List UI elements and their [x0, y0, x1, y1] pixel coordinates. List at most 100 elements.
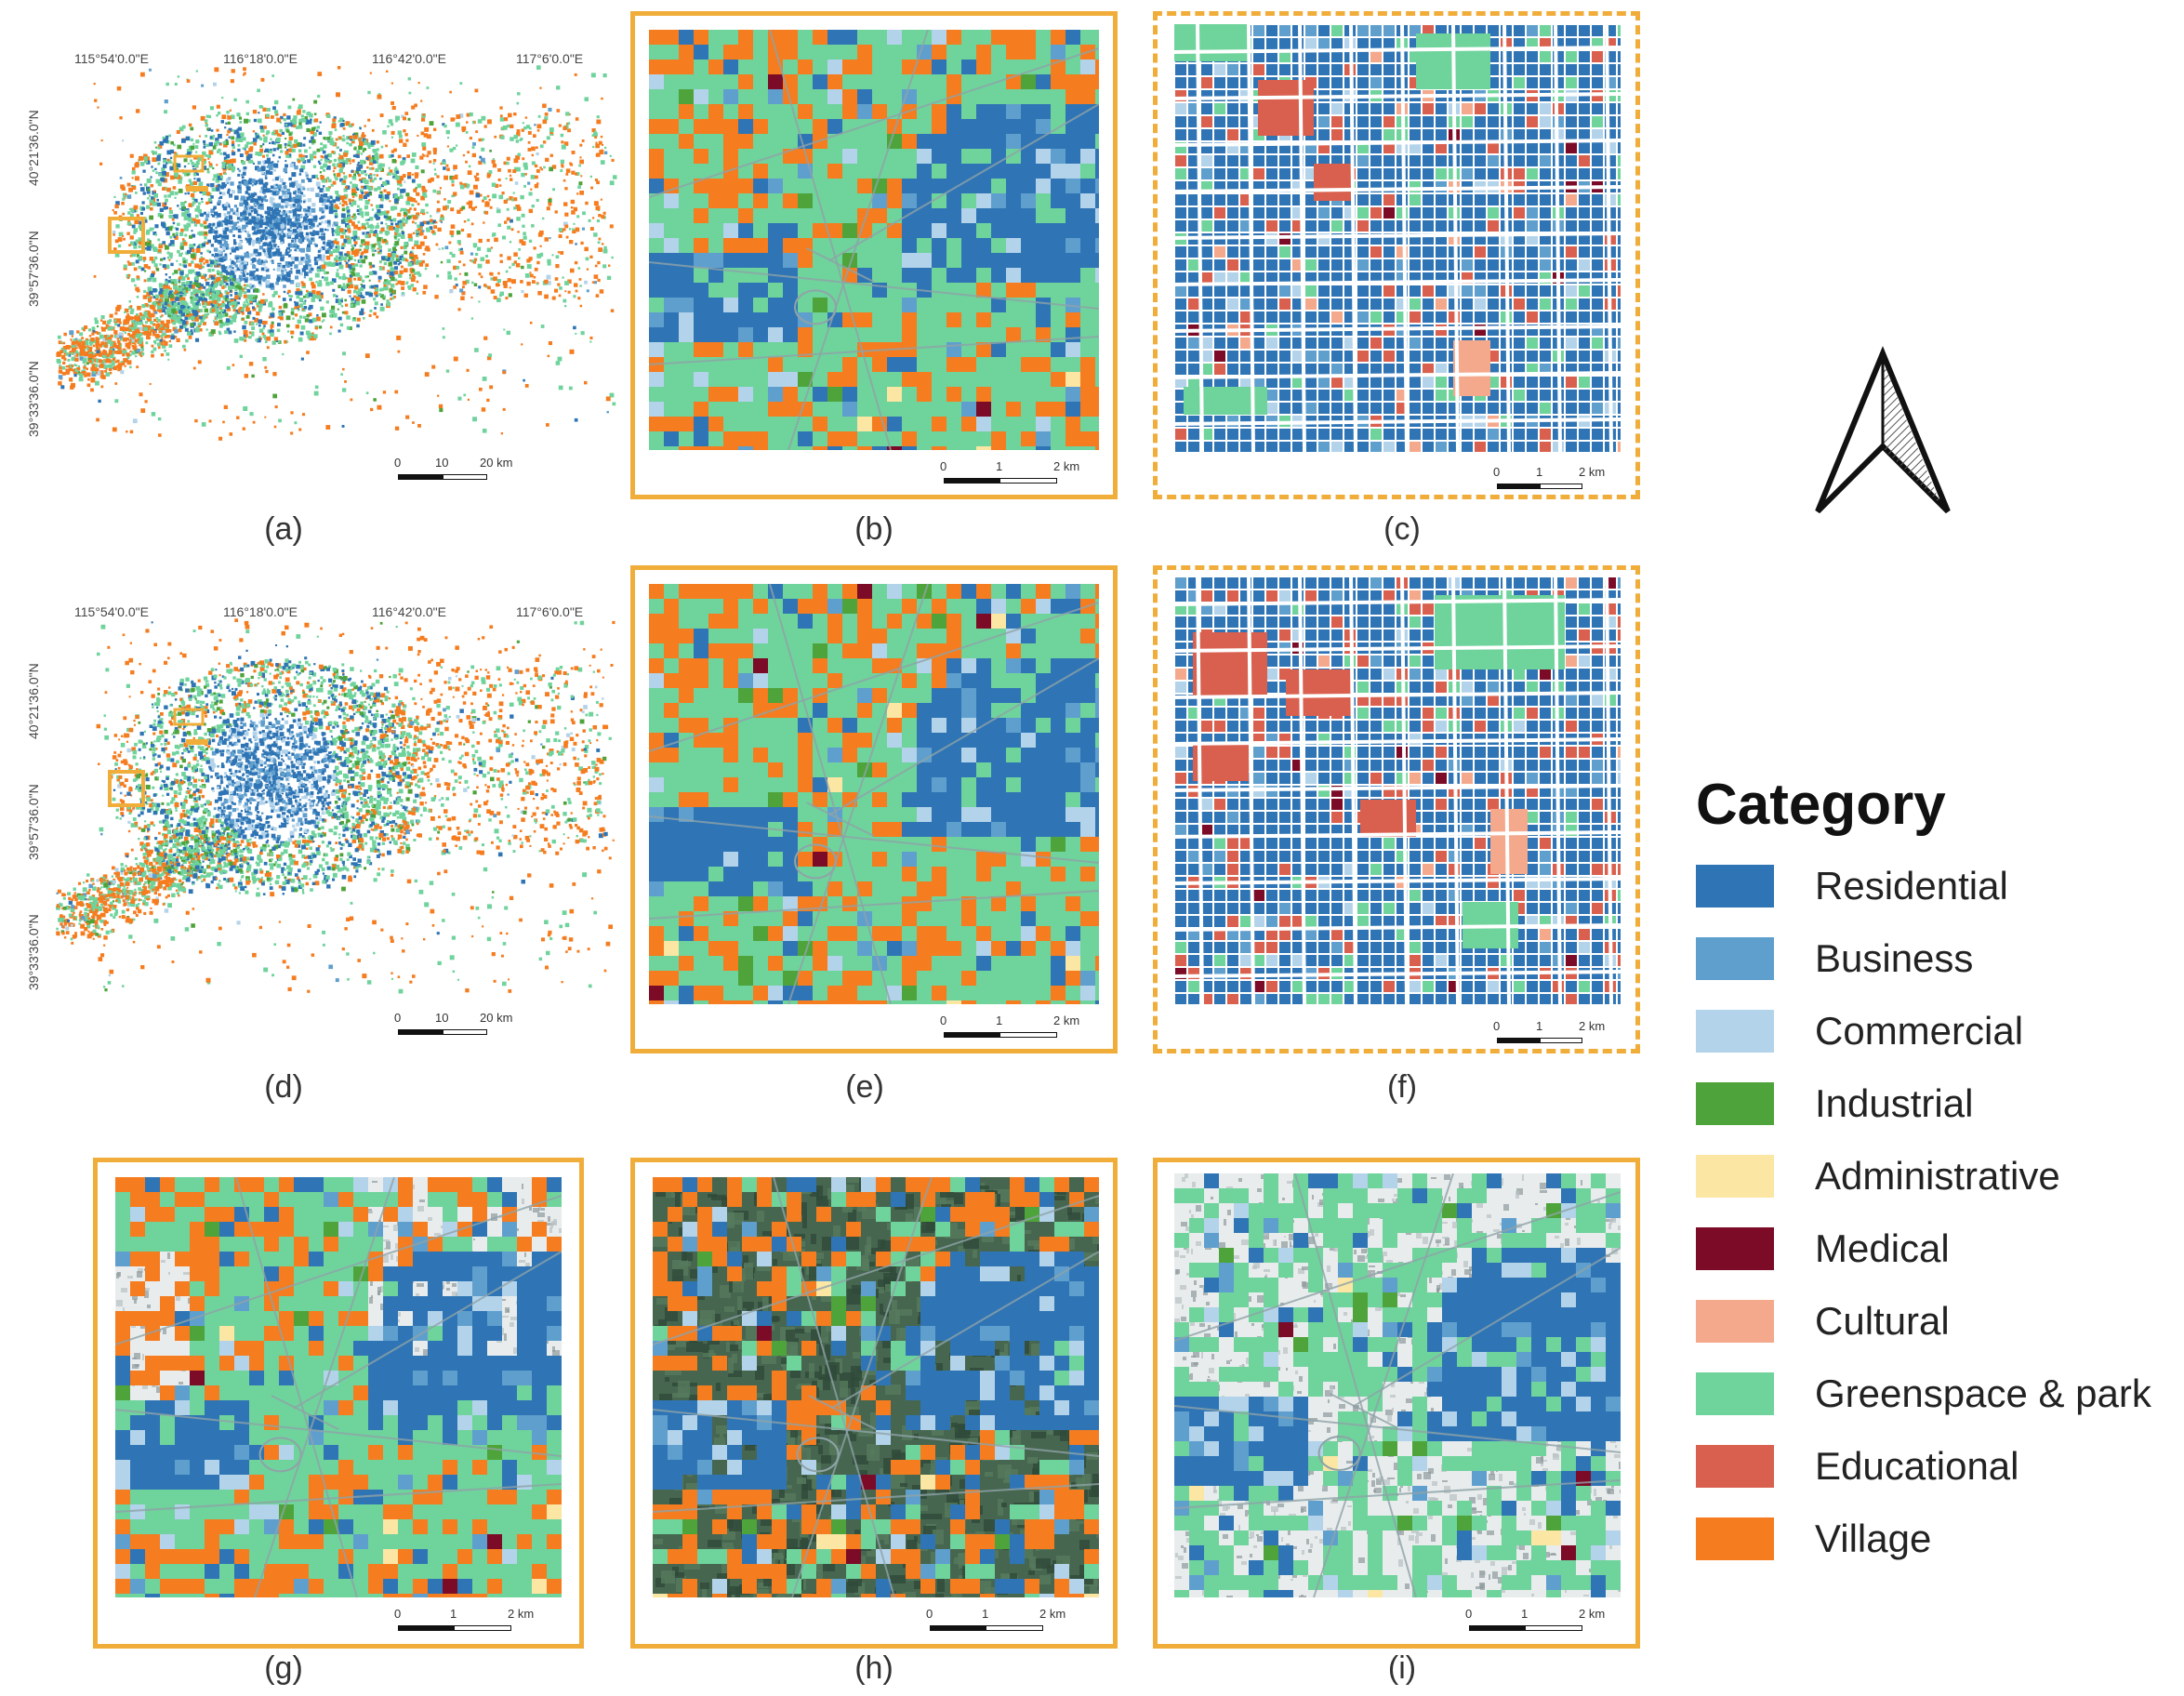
lat-label: 39°57'36.0"N — [26, 231, 41, 307]
scale-tick: 20 km — [480, 1011, 513, 1025]
legend-label: Administrative — [1815, 1154, 2060, 1198]
scale-tick: 0 — [1493, 465, 1501, 479]
lat-label: 40°21'36.0"N — [26, 663, 41, 739]
city-map-a — [56, 37, 632, 502]
legend-swatch — [1696, 937, 1774, 980]
scale-bar: 0 1 2 km — [1465, 1607, 1618, 1635]
zoom-map-h — [653, 1177, 1099, 1597]
lon-label: 117°6'0.0"E — [516, 51, 584, 66]
frame-i — [1153, 1158, 1640, 1649]
scale-bar: 0 10 20 km — [394, 456, 512, 484]
frame-h — [630, 1158, 1118, 1649]
frame-g — [93, 1158, 584, 1649]
legend-swatch — [1696, 865, 1774, 908]
scale-tick: 20 km — [480, 456, 513, 470]
scale-bar: 0 1 2 km — [940, 459, 1092, 487]
scale-tick: 0 — [394, 456, 402, 470]
legend-swatch — [1696, 1155, 1774, 1198]
scale-tick: 2 km — [508, 1607, 535, 1621]
lon-label: 116°42'0.0"E — [372, 604, 446, 619]
lon-label: 117°6'0.0"E — [516, 604, 584, 619]
scale-tick: 0 — [926, 1607, 933, 1621]
caption-e: (e) — [845, 1069, 884, 1105]
scale-bar: 0 1 2 km — [1493, 465, 1618, 493]
lon-label: 116°42'0.0"E — [372, 51, 446, 66]
zoom-map-i-graphic — [1174, 1173, 1621, 1597]
scale-tick: 0 — [394, 1607, 402, 1621]
legend-label: Residential — [1815, 864, 2008, 908]
scale-tick: 2 km — [1039, 1607, 1066, 1621]
caption-a: (a) — [264, 511, 303, 547]
zoom-map-b — [649, 30, 1099, 450]
frame-b — [630, 11, 1118, 499]
lon-label: 116°18'0.0"E — [223, 51, 298, 66]
scale-bar: 0 1 2 km — [394, 1607, 547, 1635]
scale-tick: 1 — [1521, 1607, 1529, 1621]
legend-label: Medical — [1815, 1226, 1950, 1270]
zoom-map-g — [115, 1177, 562, 1597]
scale-tick: 2 km — [1053, 459, 1080, 473]
city-map-a-graphic — [56, 65, 617, 441]
scale-tick: 0 — [1465, 1607, 1473, 1621]
scale-tick: 1 — [996, 459, 1003, 473]
frame-f — [1153, 565, 1640, 1053]
legend-swatch — [1696, 1227, 1774, 1270]
zoom-map-g-graphic — [115, 1177, 562, 1597]
zoom-map-e — [649, 584, 1099, 1004]
frame-e — [630, 565, 1118, 1053]
scale-tick: 0 — [940, 459, 947, 473]
lat-label: 39°33'36.0"N — [26, 361, 41, 437]
caption-g: (g) — [264, 1650, 303, 1686]
lon-label: 116°18'0.0"E — [223, 604, 298, 619]
legend-label: Industrial — [1815, 1081, 1974, 1125]
scale-tick: 10 — [435, 456, 449, 470]
zoom-map-e-graphic — [649, 584, 1099, 1004]
lat-label: 40°21'36.0"N — [26, 110, 41, 186]
legend-label: Educational — [1815, 1444, 2019, 1488]
caption-h: (h) — [854, 1650, 893, 1686]
legend-label: Greenspace & park — [1815, 1371, 2151, 1415]
scale-tick: 10 — [435, 1011, 449, 1025]
zoom-map-f-graphic — [1174, 576, 1621, 1004]
lat-label: 39°57'36.0"N — [26, 784, 41, 860]
scale-bar: 0 1 2 km — [1493, 1019, 1618, 1047]
legend-swatch — [1696, 1445, 1774, 1488]
frame-c — [1153, 11, 1640, 499]
legend-swatch — [1696, 1517, 1774, 1560]
caption-i: (i) — [1387, 1650, 1417, 1686]
legend-title: Category — [1696, 773, 1946, 837]
legend-swatch — [1696, 1372, 1774, 1415]
scale-tick: 2 km — [1579, 465, 1606, 479]
legend-label: Cultural — [1815, 1299, 1950, 1343]
legend-label: Commercial — [1815, 1009, 2024, 1053]
zoom-map-c-graphic — [1174, 24, 1621, 452]
caption-f: (f) — [1386, 1069, 1418, 1105]
scale-tick: 1 — [982, 1607, 989, 1621]
scale-bar: 0 1 2 km — [926, 1607, 1079, 1635]
north-arrow-icon — [1808, 344, 1957, 530]
city-map-d-graphic — [56, 618, 615, 994]
zoom-map-c — [1174, 24, 1621, 452]
scale-tick: 2 km — [1053, 1014, 1080, 1027]
scale-tick: 1 — [1536, 1019, 1543, 1033]
zoom-map-f — [1174, 576, 1621, 1004]
legend-swatch — [1696, 1082, 1774, 1125]
legend-label: Business — [1815, 936, 1974, 980]
legend-swatch — [1696, 1010, 1774, 1053]
scale-tick: 1 — [1536, 465, 1543, 479]
caption-d: (d) — [264, 1069, 303, 1105]
lon-label: 115°54'0.0"E — [74, 51, 149, 66]
zoom-map-b-graphic — [649, 30, 1099, 450]
scale-tick: 0 — [1493, 1019, 1501, 1033]
scale-tick: 0 — [940, 1014, 947, 1027]
caption-c: (c) — [1383, 511, 1421, 547]
zoom-map-i — [1174, 1173, 1621, 1597]
lat-label: 39°33'36.0"N — [26, 914, 41, 990]
legend-label: Village — [1815, 1517, 1932, 1560]
scale-tick: 1 — [450, 1607, 457, 1621]
caption-b: (b) — [854, 511, 893, 547]
lon-label: 115°54'0.0"E — [74, 604, 149, 619]
scale-tick: 0 — [394, 1011, 402, 1025]
legend-swatch — [1696, 1300, 1774, 1343]
city-map-d — [56, 590, 632, 1055]
